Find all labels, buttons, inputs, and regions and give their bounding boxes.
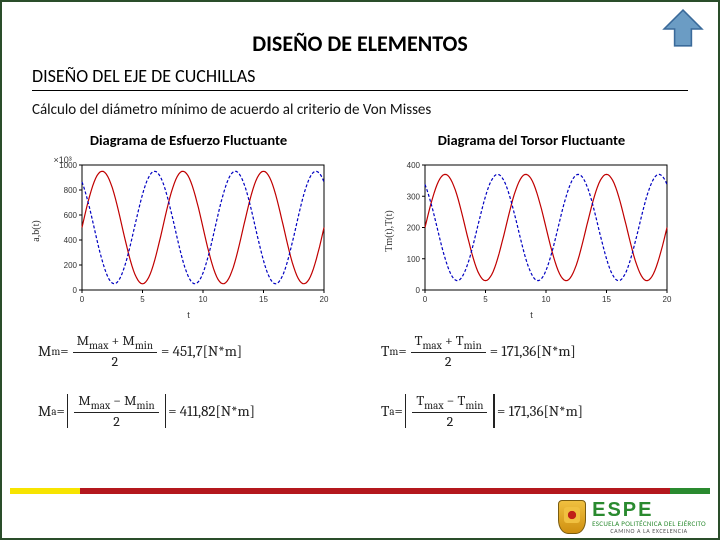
slide-content: DISEÑO DE ELEMENTOS DISEÑO DEL EJE DE CU… bbox=[2, 2, 718, 430]
columns: Diagrama de Esfuerzo Fluctuante ×10³ a,b… bbox=[32, 131, 688, 430]
logo-sub: ESCUELA POLITÉCNICA DEL EJÉRCITO bbox=[592, 520, 706, 527]
left-y-axis-label: a,b(t) bbox=[31, 220, 42, 241]
svg-text:0: 0 bbox=[415, 286, 420, 295]
stripe-red bbox=[80, 488, 670, 494]
svg-text:5: 5 bbox=[483, 295, 488, 304]
svg-text:15: 15 bbox=[602, 295, 611, 304]
svg-text:200: 200 bbox=[63, 261, 77, 270]
svg-text:400: 400 bbox=[63, 236, 77, 245]
svg-text:0: 0 bbox=[79, 295, 84, 304]
svg-text:400: 400 bbox=[406, 161, 420, 170]
svg-text:300: 300 bbox=[406, 192, 420, 201]
svg-text:0: 0 bbox=[422, 295, 427, 304]
logo-text: ESPE ESCUELA POLITÉCNICA DEL EJÉRCITO CA… bbox=[592, 500, 706, 534]
right-formula-mean: Tm = Tmax + Tmin2 = 171,36[N*m] bbox=[381, 332, 576, 370]
left-formula-mean: Mm = Mmax + Mmin2 = 451,7[N*m] bbox=[38, 332, 242, 370]
left-formula-alt: Ma = Mmax − Mmin2 = 411,82[N*m] bbox=[38, 392, 255, 430]
svg-text:15: 15 bbox=[259, 295, 268, 304]
left-x-axis-label: t bbox=[187, 310, 190, 320]
svg-text:10: 10 bbox=[198, 295, 207, 304]
right-column-title: Diagrama del Torsor Fluctuante bbox=[438, 131, 625, 149]
svg-text:600: 600 bbox=[63, 211, 77, 220]
svg-text:10: 10 bbox=[541, 295, 550, 304]
logo-name: ESPE bbox=[592, 500, 706, 520]
right-chart: Tm(t),T(t) t 010020030040005101520 bbox=[387, 153, 677, 308]
svg-text:0: 0 bbox=[72, 286, 77, 295]
logo-tag: CAMINO A LA EXCELENCIA bbox=[592, 528, 706, 534]
svg-text:1000: 1000 bbox=[59, 161, 77, 170]
left-column-title: Diagrama de Esfuerzo Fluctuante bbox=[90, 131, 287, 149]
left-column: Diagrama de Esfuerzo Fluctuante ×10³ a,b… bbox=[32, 131, 345, 430]
crest-icon bbox=[558, 500, 586, 534]
right-chart-svg: 0 100 200 300 400 0 5 10 15 20 bbox=[387, 153, 677, 308]
stripe-yellow bbox=[10, 488, 80, 494]
left-chart: ×10³ a,b(t) t 0200400600800100005101520 bbox=[44, 153, 334, 308]
up-arrow-button[interactable] bbox=[662, 8, 704, 50]
left-formulas: Mm = Mmax + Mmin2 = 451,7[N*m] Ma = Mmax… bbox=[32, 332, 345, 430]
footer-stripe bbox=[10, 488, 710, 494]
stripe-green bbox=[670, 488, 710, 494]
svg-text:20: 20 bbox=[662, 295, 671, 304]
description-text: Cálculo del diámetro mínimo de acuerdo a… bbox=[32, 101, 688, 119]
section-subtitle: DISEÑO DEL EJE DE CUCHILLAS bbox=[32, 65, 688, 91]
logo-block: ESPE ESCUELA POLITÉCNICA DEL EJÉRCITO CA… bbox=[558, 500, 706, 534]
page-title: DISEÑO DE ELEMENTOS bbox=[32, 30, 688, 57]
right-x-axis-label: t bbox=[530, 310, 533, 320]
svg-text:100: 100 bbox=[406, 255, 420, 264]
svg-text:5: 5 bbox=[140, 295, 145, 304]
left-chart-svg: 0 200 400 600 800 1000 0 5 10 15 20 bbox=[44, 153, 334, 308]
svg-text:20: 20 bbox=[319, 295, 328, 304]
svg-text:200: 200 bbox=[406, 224, 420, 233]
right-column: Diagrama del Torsor Fluctuante Tm(t),T(t… bbox=[375, 131, 688, 430]
svg-text:800: 800 bbox=[63, 186, 77, 195]
right-formula-alt: Ta = Tmax − Tmin2 = 171,36[N*m] bbox=[381, 392, 583, 430]
right-formulas: Tm = Tmax + Tmin2 = 171,36[N*m] Ta = Tma… bbox=[375, 332, 688, 430]
